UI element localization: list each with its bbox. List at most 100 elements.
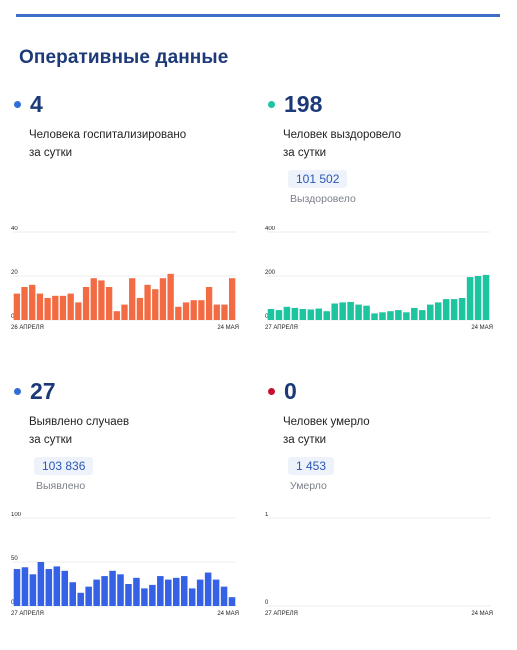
bar <box>29 284 36 320</box>
y-tick-label: 200 <box>265 270 276 276</box>
desc-line: Человека госпитализировано <box>29 129 187 141</box>
y-tick-label: 100 <box>11 512 22 518</box>
card-cases: 27 Выявлено случаев за сутки 103 836 Выя… <box>12 377 247 492</box>
x-end-label: 24 МАЯ <box>217 611 239 617</box>
recovered-total-label: Выздоровело <box>290 193 356 205</box>
bar <box>205 287 213 320</box>
bar <box>403 312 410 320</box>
bar <box>379 312 386 320</box>
cases-description: Выявлено случаев за сутки <box>29 413 209 449</box>
bar <box>331 303 338 320</box>
bar <box>21 567 29 606</box>
hospitalized-chart: 0 20 40 26 АПРЕЛЯ 24 МАЯ <box>8 226 243 336</box>
bar <box>355 304 362 320</box>
y-tick-label: 20 <box>11 270 18 276</box>
x-end-label: 24 МАЯ <box>217 325 239 331</box>
bar <box>29 574 37 606</box>
bar <box>21 287 28 320</box>
bar <box>411 307 418 320</box>
x-start-label: 26 АПРЕЛЯ <box>11 325 44 331</box>
bar <box>129 278 136 320</box>
deaths-chart: 0 1 27 АПРЕЛЯ 24 МАЯ <box>262 512 497 622</box>
bar <box>427 304 434 320</box>
desc-line: за сутки <box>283 434 327 446</box>
bar <box>196 579 204 606</box>
bar <box>77 592 84 606</box>
bar <box>165 579 172 606</box>
bar <box>144 284 151 320</box>
bar <box>474 276 482 320</box>
y-tick-label: 0 <box>265 600 269 606</box>
bar <box>45 569 53 606</box>
bar <box>419 310 426 320</box>
x-end-label: 24 МАЯ <box>471 325 493 331</box>
bar <box>228 597 236 606</box>
bar <box>182 302 190 320</box>
desc-line: за сутки <box>283 147 327 159</box>
desc-line: Человек умерло <box>283 416 370 428</box>
desc-line: за сутки <box>29 434 73 446</box>
y-tick-label: 0 <box>11 314 15 320</box>
card-hospitalized: 4 Человека госпитализировано за сутки <box>12 90 247 162</box>
bar <box>141 588 148 606</box>
bar <box>152 289 159 320</box>
bar <box>67 293 74 320</box>
bar <box>275 310 283 320</box>
bar <box>44 298 51 320</box>
deaths-chart-svg: 0 1 27 АПРЕЛЯ 24 МАЯ <box>265 512 493 617</box>
deaths-total-label: Умерло <box>290 480 327 492</box>
bar <box>133 577 140 606</box>
bar <box>175 306 182 320</box>
bar <box>347 301 354 320</box>
bar <box>387 311 394 320</box>
bar <box>69 582 76 606</box>
bar <box>113 311 120 320</box>
bar <box>109 570 116 606</box>
recovered-count: 198 <box>284 90 323 117</box>
y-tick-label: 400 <box>265 226 276 232</box>
bar <box>220 586 228 606</box>
section-title: Оперативные данные <box>19 47 229 68</box>
bar <box>190 300 197 320</box>
hospitalized-description: Человека госпитализировано за сутки <box>29 126 209 162</box>
x-start-label: 27 АПРЕЛЯ <box>11 611 44 617</box>
bar <box>36 293 44 320</box>
top-divider <box>16 14 500 17</box>
bar <box>180 576 188 606</box>
bar <box>105 287 113 320</box>
recovered-chart: 0 200 400 27 АПРЕЛЯ 24 МАЯ <box>262 226 497 336</box>
bar <box>136 298 144 320</box>
recovered-description: Человек выздоровело за сутки <box>283 126 463 162</box>
bar <box>167 273 174 320</box>
bar <box>371 313 378 320</box>
card-recovered: 198 Человек выздоровело за сутки 101 502… <box>266 90 501 205</box>
bullet-dot-icon <box>14 387 21 395</box>
bullet-dot-icon <box>268 387 275 395</box>
bar <box>395 310 402 320</box>
bar <box>149 584 156 606</box>
x-start-label: 27 АПРЕЛЯ <box>265 611 298 617</box>
bar <box>458 298 466 320</box>
bar <box>188 588 196 606</box>
bar <box>13 569 21 606</box>
bar <box>434 302 442 320</box>
cases-chart: 0 50 100 27 АПРЕЛЯ 24 МАЯ <box>8 512 243 622</box>
bar <box>204 572 212 606</box>
bar <box>198 300 205 320</box>
deaths-total: 1 453 <box>288 457 335 475</box>
bar <box>90 278 97 320</box>
deaths-description: Человек умерло за сутки <box>283 413 463 449</box>
bar <box>229 278 236 320</box>
bar <box>159 278 167 320</box>
bar <box>75 302 82 320</box>
bar <box>61 570 69 606</box>
recovered-total: 101 502 <box>288 170 348 188</box>
recovered-chart-svg: 0 200 400 27 АПРЕЛЯ 24 МАЯ <box>265 226 493 331</box>
desc-line: Выявлено случаев <box>29 416 130 428</box>
bar <box>157 576 164 606</box>
bar <box>85 586 92 606</box>
bar <box>299 309 307 320</box>
bar <box>173 577 180 606</box>
bar <box>315 308 323 320</box>
bar <box>442 299 450 320</box>
